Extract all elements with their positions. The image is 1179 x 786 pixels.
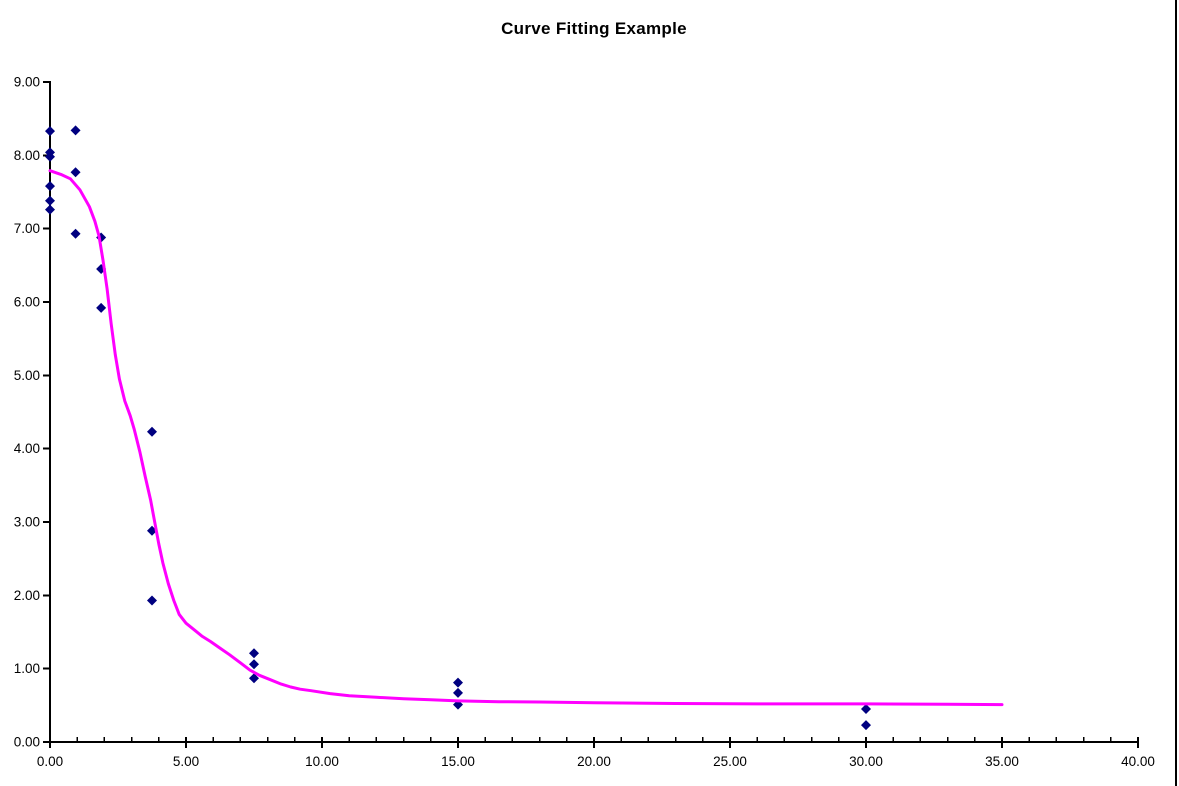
- data-point-diamond: [249, 659, 259, 670]
- y-tick-label: 8.00: [14, 148, 40, 163]
- data-point-diamond: [45, 151, 55, 162]
- chart-title: Curve Fitting Example: [501, 19, 687, 38]
- x-tick-label: 15.00: [441, 754, 475, 769]
- data-point-diamond: [453, 687, 463, 698]
- data-point-diamond: [70, 228, 81, 239]
- y-tick-label: 7.00: [14, 221, 40, 236]
- x-tick-label: 5.00: [173, 754, 199, 769]
- fitted-curve-path: [48, 169, 1004, 707]
- y-tick-label: 0.00: [14, 735, 40, 750]
- data-point-diamond: [861, 720, 871, 731]
- data-point-diamond: [249, 648, 259, 659]
- data-point-diamond: [45, 204, 55, 215]
- x-tick-label: 10.00: [305, 754, 339, 769]
- x-tick-label: 25.00: [713, 754, 747, 769]
- y-tick-label: 4.00: [14, 441, 40, 456]
- y-tick-label: 6.00: [14, 295, 40, 310]
- data-point-diamond: [147, 595, 157, 606]
- y-tick-label: 5.00: [14, 368, 40, 383]
- x-tick-label: 0.00: [37, 754, 63, 769]
- x-tick-label: 35.00: [985, 754, 1019, 769]
- y-tick-label: 9.00: [14, 75, 40, 90]
- data-point-diamond: [147, 426, 157, 437]
- y-tick-label: 3.00: [14, 515, 40, 530]
- data-point-diamond: [70, 125, 81, 136]
- data-point-diamond: [249, 673, 259, 684]
- y-tick-label: 1.00: [14, 661, 40, 676]
- data-point-diamond: [45, 126, 55, 137]
- data-point-diamond: [96, 302, 107, 313]
- x-tick-label: 30.00: [849, 754, 883, 769]
- x-tick-label: 20.00: [577, 754, 611, 769]
- data-point-diamond: [861, 704, 871, 714]
- y-tick-label: 2.00: [14, 588, 40, 603]
- data-point-diamond: [45, 181, 55, 192]
- data-point-diamond: [70, 167, 81, 178]
- x-tick-label: 40.00: [1121, 754, 1155, 769]
- data-point-diamond: [45, 195, 55, 206]
- data-point-diamond: [453, 677, 463, 688]
